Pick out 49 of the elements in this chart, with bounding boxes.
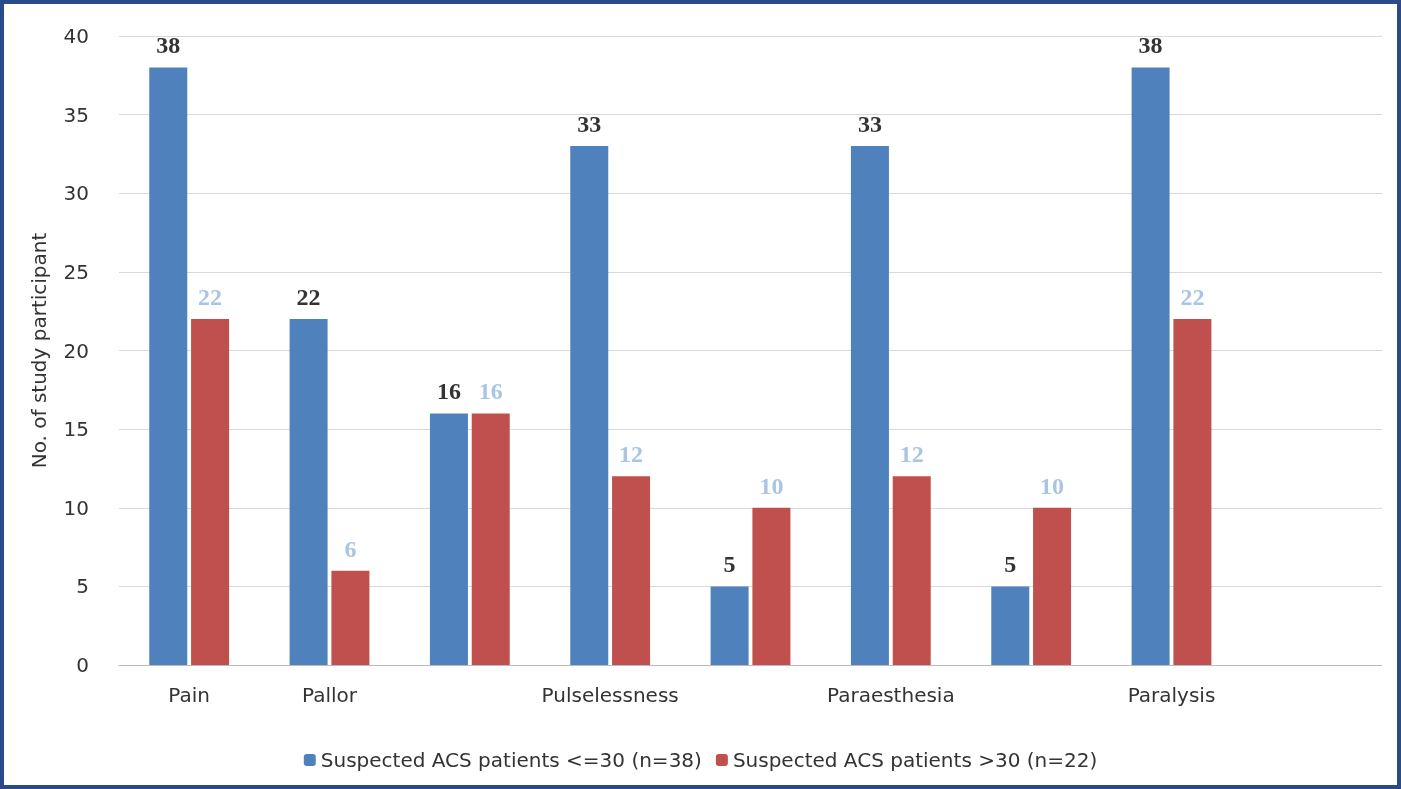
legend-label: Suspected ACS patients <=30 (n=38) [320, 748, 702, 772]
y-tick-label: 30 [63, 181, 89, 206]
bar [471, 413, 510, 665]
data-label: 38 [1138, 32, 1163, 59]
x-tick-label: Paralysis [1127, 683, 1216, 707]
bar [149, 67, 188, 665]
data-label: 38 [156, 32, 181, 59]
x-tick-label: Pallor [302, 683, 358, 707]
y-tick-label: 25 [63, 259, 89, 284]
bar [289, 319, 328, 665]
data-label: 6 [344, 535, 357, 562]
y-tick-label: 35 [63, 102, 89, 127]
bar [850, 146, 889, 665]
data-label: 33 [577, 111, 602, 138]
bar [1131, 67, 1170, 665]
x-tick-label: Pain [168, 683, 210, 707]
y-tick-label: 0 [76, 653, 89, 677]
bar [429, 413, 468, 665]
data-label: 16 [478, 378, 503, 405]
y-tick-label: 10 [63, 495, 89, 520]
y-tick-label: 15 [63, 417, 89, 442]
data-label: 10 [759, 472, 784, 499]
y-tick-label: 20 [63, 338, 89, 363]
data-label: 16 [436, 378, 461, 405]
legend-label: Suspected ACS patients >30 (n=22) [732, 748, 1098, 772]
data-label: 22 [198, 284, 223, 311]
data-label: 22 [296, 284, 321, 311]
bar [191, 319, 230, 665]
bar [570, 146, 609, 665]
data-label: 22 [1180, 284, 1205, 311]
y-axis-title: No. of study participant [27, 232, 51, 469]
data-label: 10 [1040, 472, 1065, 499]
data-label: 12 [619, 441, 644, 468]
bar [892, 476, 931, 665]
data-label: 5 [723, 551, 736, 578]
data-label: 12 [899, 441, 924, 468]
data-label: 5 [1004, 551, 1017, 578]
bar [1173, 319, 1212, 665]
bar [752, 507, 791, 665]
bar [991, 586, 1030, 665]
data-label: 33 [857, 111, 882, 138]
bar [1033, 507, 1072, 665]
bar [331, 570, 370, 665]
x-tick-label: Paraesthesia [826, 683, 955, 707]
bar [710, 586, 749, 665]
x-tick-label: Pulselessness [541, 683, 679, 707]
bar [612, 476, 651, 665]
y-tick-label: 40 [63, 24, 89, 48]
y-tick-label: 5 [76, 574, 89, 599]
